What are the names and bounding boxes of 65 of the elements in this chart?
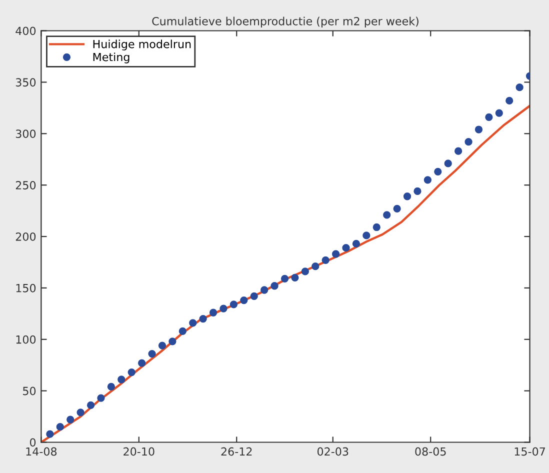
point [383,211,391,219]
point [230,300,238,308]
point [199,314,207,323]
point [322,256,330,264]
point [414,187,422,196]
point [516,84,524,92]
point [56,423,64,431]
y-tick-label: 250 [16,181,36,190]
point [372,223,380,232]
point [138,359,146,367]
y-tick-label: 0 [30,438,36,447]
point [128,368,136,376]
point [240,296,248,304]
point [250,292,258,300]
point [76,408,84,416]
point [66,416,74,424]
point [209,308,218,316]
point [312,262,320,270]
point [434,168,442,176]
y-tick-label: 50 [23,386,36,396]
y-tick-label: 200 [16,232,36,241]
point [301,268,309,276]
x-tick-label: 20-10 [124,447,154,456]
point [495,109,503,117]
point [178,327,186,335]
point [342,244,350,252]
chart-title: Cumulatieve bloemproductie (per m2 per week) [152,16,418,28]
legend-label: Meting [93,52,130,64]
x-tick-label: 08-05 [415,447,446,456]
point [46,430,54,438]
point [291,274,299,282]
x-tick-label: 02-03 [317,447,348,456]
point [158,342,166,350]
point [86,401,95,410]
point [403,192,412,200]
point [118,376,126,384]
point [189,319,197,327]
y-tick-label: 150 [16,284,36,292]
point [168,338,176,346]
y-tick-label: 350 [16,78,36,87]
point [107,382,116,391]
point [454,147,462,155]
point [393,204,401,213]
legend-label: Huidige modelrun [93,40,191,50]
point [97,394,105,402]
point [474,126,483,134]
point [220,304,228,312]
point [362,232,370,240]
point [464,138,472,146]
x-tick-label: 15-07 [514,447,545,456]
y-tick-label: 400 [16,26,36,36]
x-tick-label: 14-08 [26,447,57,456]
point [260,286,268,294]
point [444,160,452,168]
point [148,350,156,358]
point [332,250,340,258]
point [424,176,432,184]
point [506,96,514,105]
y-tick-label: 100 [16,335,36,344]
point [352,240,360,248]
y-tick-label: 300 [16,130,36,138]
x-tick-label: 26-12 [221,447,252,456]
point [270,282,278,290]
point [485,113,493,121]
point [280,274,289,282]
